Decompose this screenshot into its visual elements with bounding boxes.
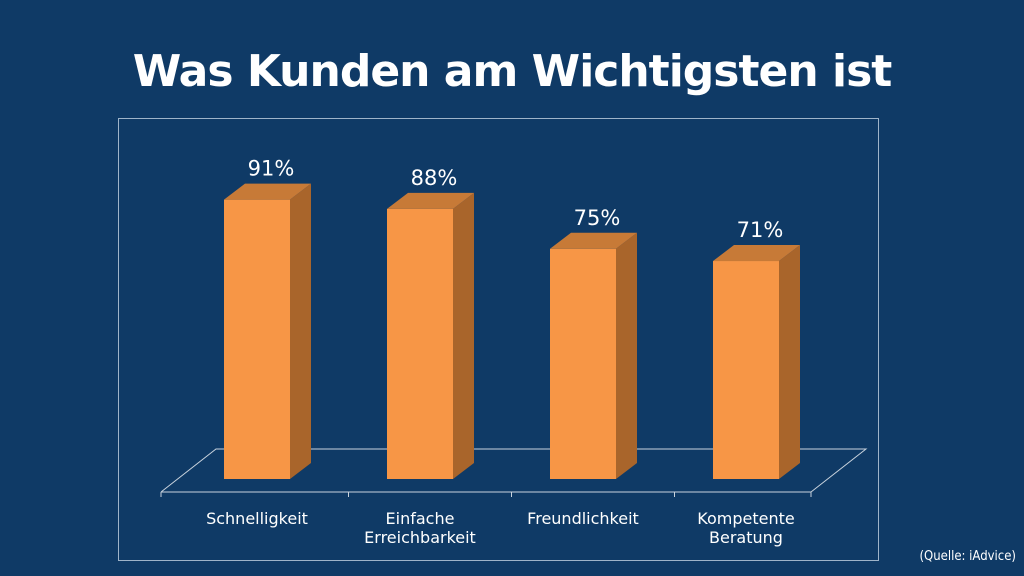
bar-top (713, 245, 800, 262)
category-label: Einfache Erreichbarkeit (364, 509, 476, 547)
bar-side (453, 192, 474, 479)
source-note: (Quelle: iAdvice) (919, 549, 1016, 564)
bar-side (290, 183, 311, 479)
bar-side (779, 245, 800, 479)
category-label: Schnelligkeit (206, 509, 308, 528)
chart-frame: 91% Schnelligkeit 88% Einfache Erreichbarkei… (118, 118, 879, 561)
category-label: Freundlichkeit (527, 509, 639, 528)
category-label: Kompetente Beratung (697, 509, 794, 547)
bar-front (550, 248, 616, 479)
bar-front (387, 208, 453, 479)
bar-chart: 91% Schnelligkeit 88% Einfache Erreichbarkei… (160, 157, 868, 547)
data-label: 75% (574, 206, 621, 230)
data-label: 88% (411, 166, 458, 190)
bar-top (387, 192, 474, 209)
data-label: 91% (248, 157, 295, 181)
bar-top (550, 232, 637, 249)
bar-front (224, 199, 290, 479)
bar-top (224, 183, 311, 200)
bar-side (616, 232, 637, 479)
chart-floor (160, 448, 868, 493)
slide-title: Was Kunden am Wichtigsten ist (132, 46, 893, 97)
data-label: 71% (737, 218, 784, 242)
bar-front (713, 261, 779, 479)
